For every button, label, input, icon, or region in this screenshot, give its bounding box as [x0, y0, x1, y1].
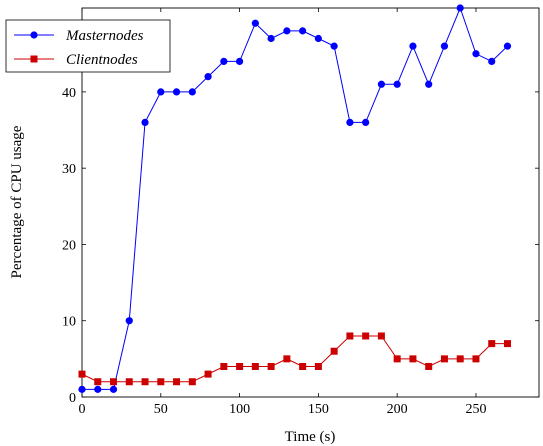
- data-point: [94, 378, 102, 386]
- data-point: [409, 355, 417, 363]
- y-tick-label: 30: [62, 162, 76, 177]
- x-tick-label: 150: [308, 402, 329, 417]
- data-point: [425, 362, 433, 370]
- data-point: [220, 362, 228, 370]
- series-line-masternodes: [82, 6, 508, 390]
- data-point: [440, 42, 449, 50]
- data-point: [346, 332, 354, 340]
- data-point: [314, 362, 322, 370]
- data-point: [141, 378, 149, 386]
- legend-masternodes-label: Masternodes: [65, 28, 144, 44]
- data-point: [78, 370, 86, 378]
- data-point: [267, 34, 275, 43]
- data-point: [251, 362, 259, 370]
- data-point: [267, 362, 275, 370]
- data-point: [377, 332, 385, 340]
- data-point: [283, 355, 291, 363]
- axis-ticks: 0 50 100 150 200 250 0 10 20 30 40: [62, 8, 539, 417]
- data-point: [456, 4, 464, 12]
- data-point: [377, 80, 386, 88]
- data-point: [157, 378, 165, 386]
- y-tick-label: 20: [62, 238, 76, 253]
- legend-clientnodes-marker: [30, 55, 38, 63]
- data-point: [251, 19, 259, 27]
- data-point: [109, 385, 118, 393]
- x-tick-label: 0: [79, 402, 86, 417]
- series-clientnodes: [78, 332, 511, 386]
- data-point: [110, 378, 118, 386]
- data-point: [314, 34, 322, 43]
- data-point: [503, 340, 511, 348]
- data-point: [125, 378, 133, 386]
- x-tick-label: 50: [154, 402, 168, 417]
- data-point: [188, 378, 196, 386]
- data-point: [472, 50, 480, 58]
- data-point: [472, 355, 480, 363]
- data-point: [204, 73, 212, 81]
- data-point: [299, 362, 307, 370]
- data-point: [488, 340, 496, 348]
- data-point: [425, 80, 433, 88]
- x-axis-title: Time (s): [285, 429, 336, 445]
- data-point: [235, 57, 244, 65]
- data-point: [456, 355, 464, 363]
- data-point: [362, 332, 370, 340]
- data-point: [157, 88, 165, 96]
- legend-clientnodes-label: Clientnodes: [66, 52, 138, 68]
- data-point: [204, 370, 212, 378]
- data-point: [141, 118, 149, 127]
- series-masternodes: [78, 4, 512, 393]
- data-point: [172, 88, 181, 96]
- data-point: [330, 347, 338, 355]
- data-point: [330, 42, 338, 50]
- y-tick-label: 0: [69, 391, 76, 406]
- data-point: [299, 27, 307, 35]
- series-layer: [78, 4, 512, 393]
- data-point: [503, 42, 512, 50]
- data-point: [173, 378, 181, 386]
- data-point: [393, 355, 401, 363]
- y-tick-label: 10: [62, 315, 76, 330]
- legend: Masternodes Clientnodes: [5, 19, 171, 73]
- y-tick-label: 40: [62, 86, 76, 101]
- legend-box: [5, 19, 171, 73]
- x-tick-label: 100: [229, 402, 250, 417]
- data-point: [488, 57, 496, 65]
- data-point: [188, 88, 196, 96]
- data-point: [125, 317, 133, 325]
- data-point: [393, 80, 401, 88]
- data-point: [409, 42, 417, 50]
- data-point: [362, 118, 370, 127]
- legend-masternodes-marker: [30, 31, 38, 39]
- series-line-clientnodes: [81, 335, 508, 383]
- data-point: [346, 118, 354, 127]
- data-point: [78, 385, 86, 393]
- data-point: [440, 355, 448, 363]
- x-tick-label: 250: [465, 402, 486, 417]
- data-point: [236, 362, 244, 370]
- y-axis-title: Percentage of CPU usage: [9, 125, 25, 278]
- data-point: [220, 57, 228, 65]
- data-point: [94, 385, 102, 393]
- x-tick-label: 200: [387, 402, 408, 417]
- data-point: [283, 27, 291, 35]
- plot-frame: [81, 7, 540, 398]
